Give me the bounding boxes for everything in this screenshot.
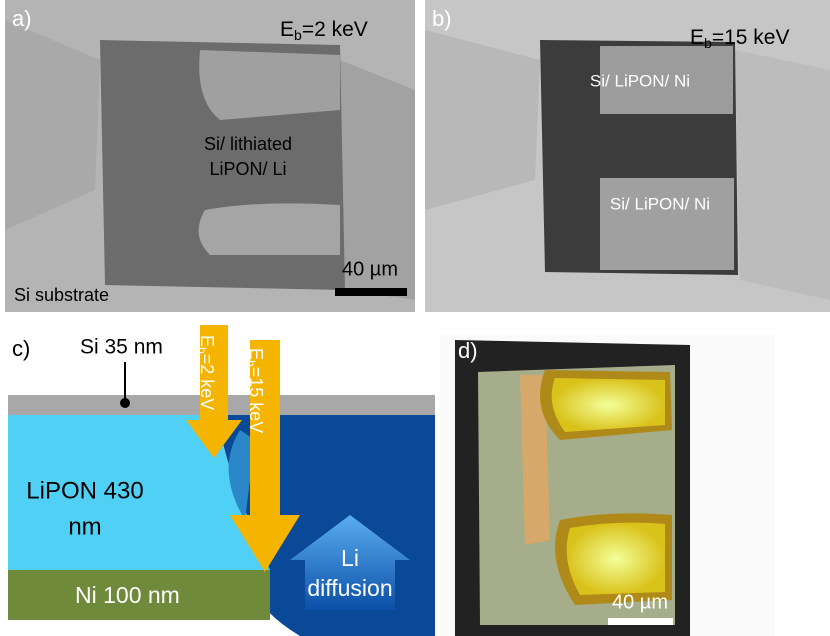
region-label: LiPON/ Li — [209, 159, 286, 179]
beam-label: Eb=15 keV — [244, 348, 266, 433]
subscript: b — [195, 347, 209, 354]
region-label: Si/ LiPON/ Ni — [590, 71, 690, 90]
beam-label: Eb=2 keV — [195, 335, 217, 410]
energy-value: =15 keV — [246, 367, 266, 434]
bright-band — [199, 50, 340, 120]
panel-label: b) — [432, 6, 452, 31]
scale-bar — [608, 618, 673, 625]
beam-arrow — [186, 325, 242, 458]
bright-lobe — [198, 203, 340, 255]
band — [520, 375, 550, 545]
lithiated-region — [566, 522, 665, 595]
grain — [340, 60, 415, 300]
lipon-layer — [8, 415, 270, 570]
lithiated-region — [551, 378, 665, 432]
grain — [5, 20, 100, 230]
energy-label: Eb=2 keV — [280, 18, 368, 43]
grain — [735, 50, 830, 300]
pointer-dot — [120, 398, 130, 408]
diffusion-arrow — [290, 515, 410, 610]
diffusion-label: Li — [341, 545, 359, 571]
region-label: Si/ LiPON/ Ni — [610, 194, 710, 213]
panel-b: b) Eb=15 keV Si/ LiPON/ Ni Si/ LiPON/ Ni — [425, 0, 830, 312]
layer-label: Ni 100 nm — [75, 582, 180, 608]
subscript: b — [294, 27, 302, 43]
substrate-label: Si substrate — [14, 285, 109, 305]
layer-label: LiPON 430 — [26, 477, 143, 504]
symbol: E — [197, 335, 217, 347]
subscript: b — [704, 35, 712, 51]
beam-arrow — [230, 340, 300, 572]
layer-label: Si 35 nm — [80, 336, 163, 359]
grain — [425, 30, 540, 210]
energy-value: =2 keV — [302, 18, 368, 41]
layer-label: nm — [68, 513, 101, 540]
symbol: E — [690, 26, 704, 49]
diffusion-label: diffusion — [307, 575, 392, 601]
panel-label: c) — [12, 336, 30, 361]
panel-label: a) — [12, 6, 32, 31]
symbol: E — [246, 348, 266, 360]
bright-region — [600, 46, 733, 114]
ni-layer — [8, 570, 270, 620]
energy-label: Eb=15 keV — [690, 26, 789, 51]
subscript: b — [244, 360, 258, 367]
bright-region — [600, 178, 734, 270]
panel-label: d) — [458, 338, 478, 363]
scale-label: 40 µm — [342, 258, 398, 280]
panel-a: a) Eb=2 keV Si/ lithiated LiPON/ Li 40 µ… — [5, 0, 415, 312]
panel-c: c) Si 35 nm Eb=2 keV Eb=15 keV LiPON 430… — [8, 325, 435, 636]
scale-bar — [335, 288, 407, 296]
panel-d: d) 40 µm — [440, 335, 775, 636]
energy-value: =15 keV — [712, 26, 790, 49]
scale-label: 40 µm — [612, 591, 668, 613]
energy-value: =2 keV — [197, 354, 217, 411]
lithiated-zone — [228, 430, 255, 520]
symbol: E — [280, 18, 294, 41]
region-label: Si/ lithiated — [204, 134, 292, 154]
